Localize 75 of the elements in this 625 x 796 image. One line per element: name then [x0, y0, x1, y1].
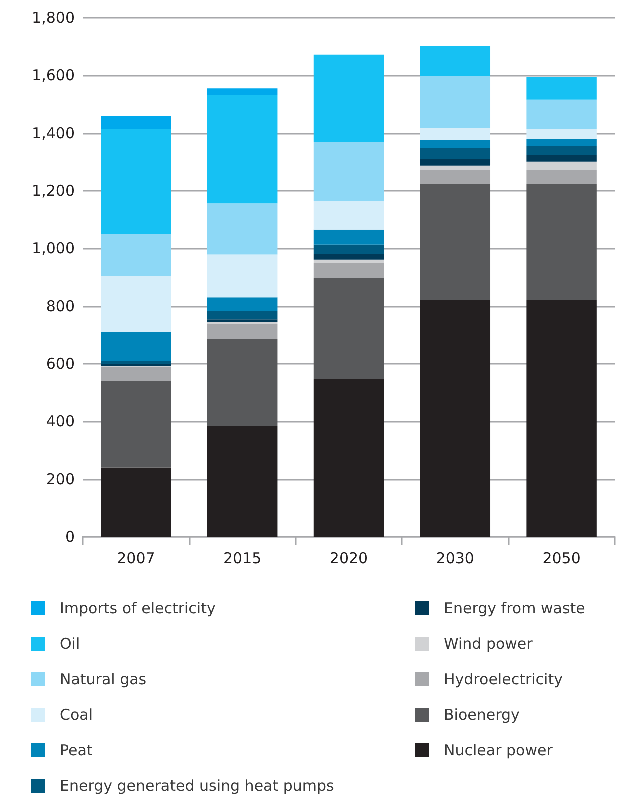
bar — [526, 184, 597, 300]
y-tick-label: 1,400 — [32, 124, 75, 142]
bar — [526, 129, 597, 140]
bar — [101, 116, 172, 130]
bar — [526, 154, 597, 162]
bar — [314, 260, 384, 264]
legend-label: Energy from waste — [444, 600, 586, 618]
y-tick-label: 200 — [46, 470, 75, 488]
bar — [314, 244, 384, 254]
bar — [101, 367, 172, 382]
bar — [207, 324, 278, 340]
x-tick-label: 2020 — [330, 550, 368, 568]
legend-label: Nuclear power — [444, 742, 554, 760]
bar — [526, 100, 597, 130]
y-tick-label: 1,600 — [32, 66, 75, 85]
bar — [526, 300, 597, 537]
x-tick-label: 2050 — [542, 550, 581, 568]
y-tick-label: 0 — [65, 528, 75, 546]
bar — [207, 88, 278, 96]
bar — [526, 162, 597, 170]
bar — [101, 381, 172, 468]
bar — [314, 254, 384, 260]
bar — [420, 170, 491, 184]
bar — [314, 263, 384, 278]
bar — [420, 140, 491, 148]
bar — [420, 76, 491, 128]
bar — [420, 158, 491, 166]
y-tick-label: 800 — [46, 297, 75, 316]
bar — [101, 361, 172, 364]
bar — [526, 139, 597, 146]
x-tick-label: 2007 — [117, 550, 156, 568]
bar — [314, 201, 384, 230]
y-tick-label: 1,000 — [32, 240, 75, 258]
bar — [207, 204, 278, 255]
bar — [207, 426, 278, 537]
bar — [101, 276, 172, 332]
legend-label: Peat — [60, 742, 93, 760]
bar — [101, 332, 172, 362]
bar — [101, 129, 172, 234]
bar — [314, 142, 384, 202]
bar — [314, 378, 384, 537]
x-tick-label: 2030 — [436, 550, 474, 568]
legend-label: Bioenergy — [444, 706, 520, 724]
bar — [420, 166, 491, 170]
legend-label: Hydroelectricity — [444, 670, 564, 688]
bar — [207, 339, 278, 426]
bar — [420, 184, 491, 300]
bar — [101, 234, 172, 276]
bar — [420, 46, 491, 76]
bar — [101, 468, 172, 537]
bar — [207, 254, 278, 298]
bar — [207, 312, 278, 320]
bar — [526, 146, 597, 155]
x-tick-label: 2015 — [224, 550, 262, 568]
bar — [420, 148, 491, 159]
bar — [526, 77, 597, 100]
bar — [420, 128, 491, 140]
legend-label: Wind power — [444, 635, 534, 653]
bar — [207, 298, 278, 312]
y-tick-label: 400 — [46, 412, 75, 431]
bar — [207, 96, 278, 204]
legend-label: Imports of electricity — [60, 600, 216, 618]
bar — [314, 230, 384, 245]
bar — [420, 300, 491, 537]
bar — [526, 170, 597, 184]
bar — [207, 320, 278, 322]
y-tick-label: 600 — [46, 355, 75, 373]
legend-label: Energy generated using heat pumps — [60, 777, 335, 795]
legend-label: Natural gas — [60, 670, 147, 688]
bar — [314, 54, 384, 142]
legend-label: Oil — [60, 635, 80, 653]
y-tick-label: 1,800 — [32, 9, 75, 27]
legend-label: Coal — [60, 706, 94, 724]
bar — [314, 278, 384, 379]
y-tick-label: 1,200 — [32, 182, 75, 200]
